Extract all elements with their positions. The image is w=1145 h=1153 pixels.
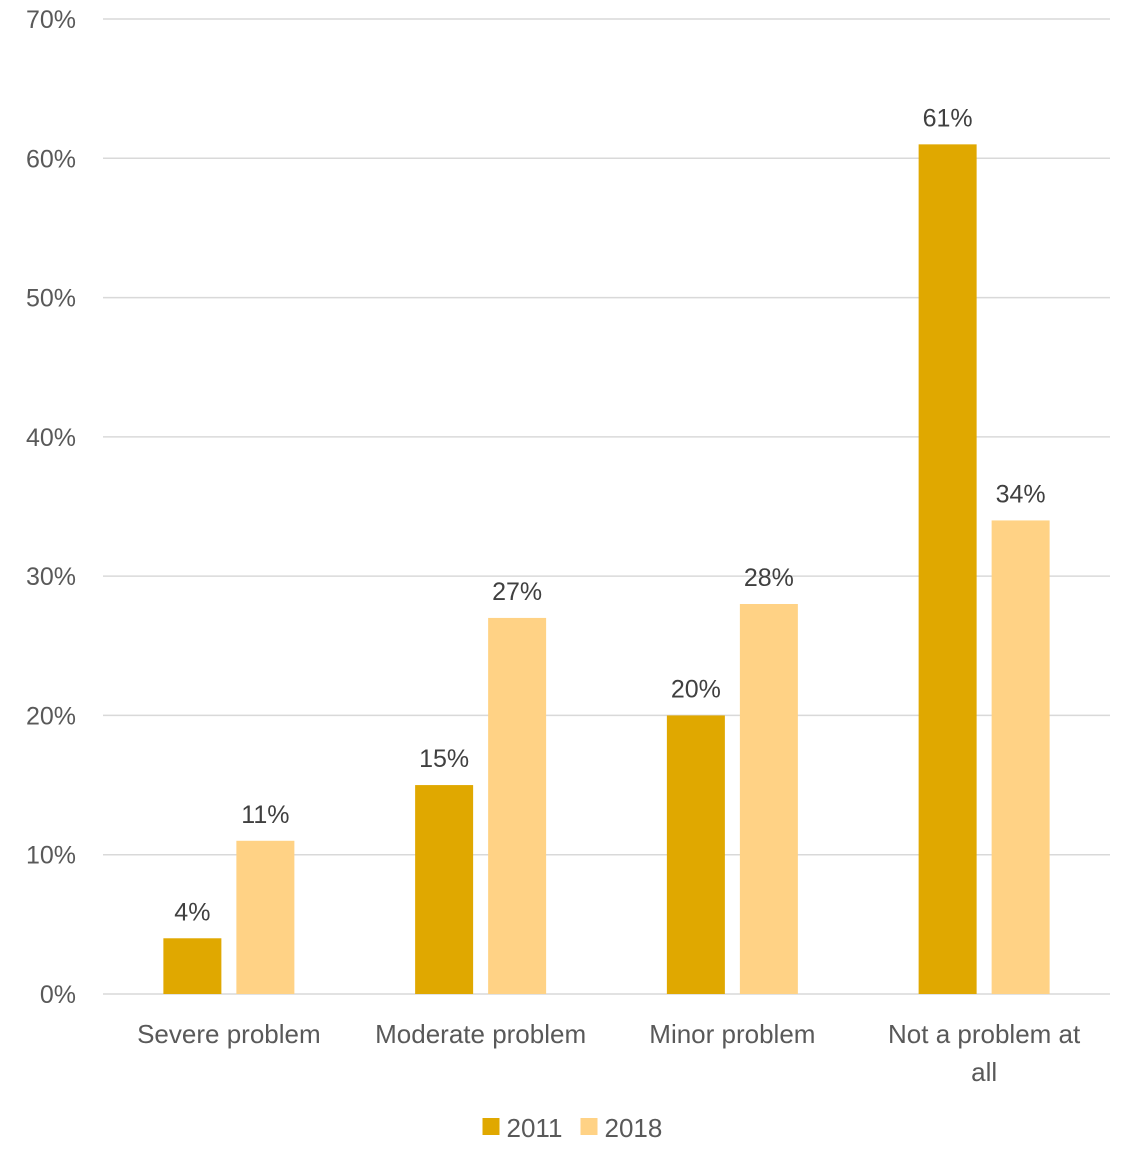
y-tick-label: 60% [26,145,76,173]
x-axis-category-labels: Severe problem Moderate problem Minor prob… [137,1019,1081,1087]
x-category-label: Severe problem [137,1019,321,1049]
bar-2018-3 [991,520,1050,994]
data-label: 20% [671,675,721,703]
y-tick-label: 30% [26,563,76,591]
legend-label: 2011 [507,1113,563,1143]
bar-2011-0 [163,938,222,994]
y-tick-label: 0% [40,981,76,1009]
legend-swatch [482,1118,500,1135]
x-category-label: Minor problem [649,1019,815,1049]
y-tick-label: 20% [26,702,76,730]
bar-2011-2 [666,715,725,994]
bars [163,144,1050,994]
y-tick-label: 10% [26,842,76,870]
data-label: 27% [492,578,542,606]
data-labels: 4% 11% 15% 27% 20% 28% 61% 34% [174,104,1045,926]
legend-item-2018: 2018 [580,1113,663,1143]
bar-2018-0 [236,840,295,994]
y-axis-tick-labels: 0% 10% 20% 30% 40% 50% 60% 70% [26,6,76,1009]
y-tick-label: 40% [26,424,76,452]
data-label: 11% [241,801,289,829]
legend-item-2011: 2011 [482,1113,563,1143]
data-label: 4% [174,898,210,926]
x-category-label: Moderate problem [375,1019,586,1049]
bar-2018-1 [488,617,547,994]
legend: 2011 2018 [482,1113,663,1143]
data-label: 28% [744,564,794,592]
legend-label: 2018 [605,1113,663,1143]
bar-2018-2 [739,604,798,994]
x-category-label: Not a problem at [888,1019,1081,1049]
legend-swatch [580,1118,598,1135]
x-category-label: all [971,1057,997,1087]
data-label: 34% [996,480,1046,508]
data-label: 15% [419,745,469,773]
data-label: 61% [923,104,973,132]
y-tick-label: 50% [26,285,76,313]
bar-2011-1 [415,785,474,994]
y-tick-label: 70% [26,6,76,34]
bar-2011-3 [918,144,977,994]
